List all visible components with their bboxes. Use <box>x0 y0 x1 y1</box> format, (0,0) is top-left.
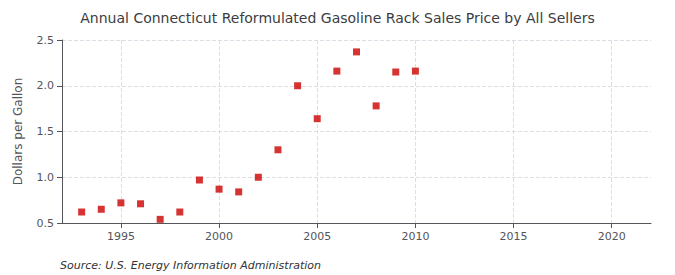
svg-text:Source: U.S. Energy Informatio: Source: U.S. Energy Information Administ… <box>60 259 321 272</box>
svg-text:2020: 2020 <box>598 230 626 243</box>
svg-text:2015: 2015 <box>500 230 528 243</box>
svg-text:0.5: 0.5 <box>37 217 55 230</box>
svg-text:Dollars per Gallon: Dollars per Gallon <box>11 78 25 186</box>
svg-text:1.5: 1.5 <box>37 125 55 138</box>
svg-text:Annual Connecticut Reformulate: Annual Connecticut Reformulated Gasoline… <box>80 10 594 26</box>
svg-text:2.5: 2.5 <box>37 34 55 47</box>
svg-text:2005: 2005 <box>303 230 331 243</box>
svg-text:1995: 1995 <box>107 230 135 243</box>
svg-text:1.0: 1.0 <box>37 171 55 184</box>
svg-text:2.0: 2.0 <box>37 79 55 92</box>
svg-text:2000: 2000 <box>205 230 233 243</box>
svg-text:2010: 2010 <box>401 230 429 243</box>
